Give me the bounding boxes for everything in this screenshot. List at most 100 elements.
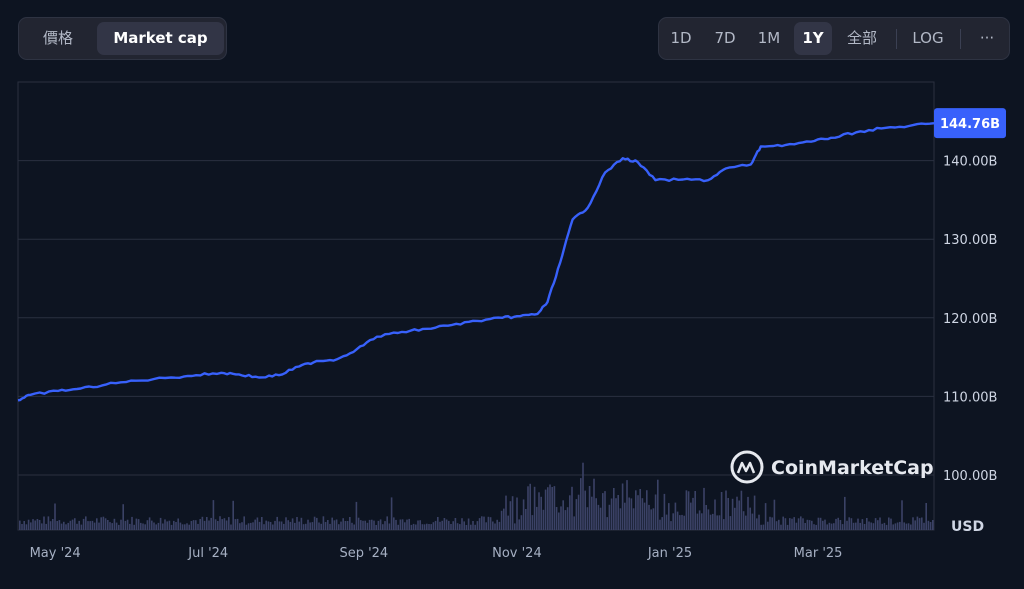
volume-bar (133, 524, 135, 530)
volume-bar (135, 518, 138, 530)
volume-bar (626, 480, 628, 530)
volume-bar (265, 520, 267, 530)
volume-bar (784, 518, 787, 530)
volume-bar (386, 516, 388, 530)
volume-bar (443, 518, 446, 530)
volume-bar (406, 519, 408, 530)
price-tab[interactable]: 價格 (42, 29, 73, 47)
volume-bar (272, 524, 274, 530)
volume-bar (278, 521, 281, 530)
volume-bar (254, 519, 256, 530)
volume-bar (197, 523, 199, 530)
volume-bar (320, 523, 322, 530)
volume-bar (36, 519, 39, 530)
volume-bar (703, 487, 705, 530)
volume-bar (725, 490, 727, 530)
log-scale-button[interactable]: LOG (912, 29, 944, 47)
volume-bar (148, 517, 151, 530)
range-1y-button[interactable]: 1Y (794, 22, 832, 55)
volume-bar (923, 522, 925, 530)
volume-bar (888, 517, 890, 530)
volume-bar (500, 510, 503, 530)
volume-bar (665, 514, 668, 530)
volume-bar (428, 524, 430, 530)
volume-bar (731, 498, 734, 530)
volume-bar (822, 520, 824, 530)
volume-bar (217, 521, 219, 530)
volume-bar (283, 523, 285, 530)
coinmarketcap-logo-icon (730, 450, 764, 484)
volume-bar (318, 522, 320, 530)
volume-bar (881, 523, 883, 530)
more-options-button[interactable]: ··· (979, 29, 995, 47)
volume-bar (586, 507, 589, 530)
volume-bar (905, 523, 908, 530)
volume-bar (69, 520, 72, 530)
volume-bar (538, 492, 540, 530)
volume-bar (432, 522, 435, 530)
volume-bar (670, 521, 672, 530)
volume-bar (115, 522, 118, 530)
watermark-text: CoinMarketCap (771, 457, 934, 479)
volume-bar (870, 522, 872, 530)
volume-bar (269, 522, 272, 530)
volume-bar (714, 499, 716, 530)
volume-bar (492, 521, 494, 530)
volume-bar (918, 518, 921, 530)
market-cap-tab[interactable]: Market cap (97, 22, 224, 55)
volume-bar (624, 502, 626, 530)
volume-bar (758, 514, 760, 530)
volume-bar (925, 503, 927, 530)
volume-bar (430, 524, 432, 530)
volume-bar (830, 523, 833, 530)
volume-bar (767, 521, 769, 530)
volume-bar (489, 517, 492, 530)
volume-bar (639, 489, 641, 530)
volume-bar (294, 522, 296, 530)
volume-bar (316, 517, 318, 530)
volume-bar (560, 506, 562, 530)
volume-bar (591, 496, 593, 530)
volume-bar (503, 508, 505, 530)
volume-bar (100, 517, 102, 530)
volume-bar (599, 507, 602, 530)
volume-bar (738, 500, 740, 530)
volume-bar (390, 497, 393, 530)
volume-bar (195, 520, 197, 530)
volume-bar (602, 493, 604, 530)
volume-bar (327, 520, 329, 530)
volume-bar (481, 516, 483, 530)
range-1m-button[interactable]: 1M (757, 29, 781, 47)
volume-bar (170, 524, 173, 530)
volume-bar (683, 515, 685, 530)
range-all-button[interactable]: 全部 (846, 29, 877, 47)
volume-bar (478, 518, 481, 530)
volume-bar (668, 503, 670, 530)
volume-bar (773, 499, 776, 530)
volume-bar (96, 518, 98, 530)
volume-bar (547, 487, 549, 530)
volume-bar (797, 518, 800, 530)
volume-bar (102, 516, 105, 530)
volume-bar (267, 521, 270, 530)
volume-bar (890, 518, 892, 530)
volume-bar (769, 516, 771, 530)
range-divider (896, 29, 897, 49)
chart-mode-toggle: 價格 Market cap (18, 17, 227, 60)
volume-bar (657, 479, 659, 530)
volume-bar (921, 517, 923, 530)
volume-bar (791, 518, 793, 530)
volume-bar (533, 486, 536, 530)
volume-bar (778, 519, 780, 530)
range-7d-button[interactable]: 7D (714, 29, 736, 47)
volume-bar (861, 519, 864, 530)
volume-bar (465, 525, 468, 530)
volume-bar (384, 521, 386, 530)
range-1d-button[interactable]: 1D (670, 29, 692, 47)
volume-bar (835, 518, 837, 530)
time-range-selector: 1D 7D 1M 1Y 全部 LOG ··· (658, 17, 1010, 60)
volume-bar (575, 499, 578, 530)
volume-bar (483, 516, 485, 530)
volume-bar (775, 521, 778, 530)
